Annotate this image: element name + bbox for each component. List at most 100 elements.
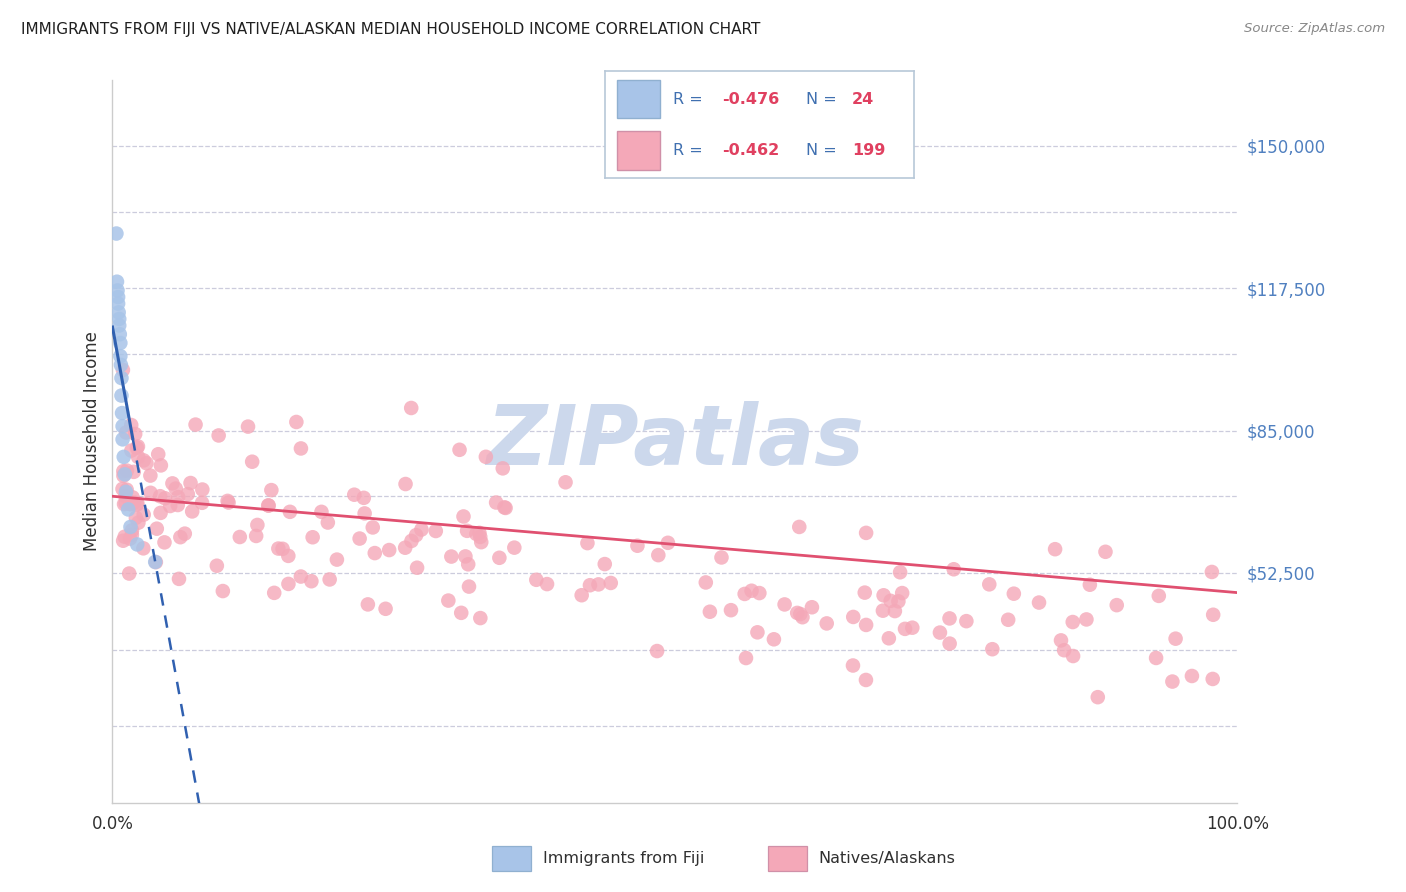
Point bbox=[107, 296, 129, 310]
Point bbox=[120, 417, 142, 432]
Point bbox=[872, 588, 894, 602]
Point bbox=[405, 528, 427, 542]
Point bbox=[485, 495, 508, 509]
Text: Immigrants from Fiji: Immigrants from Fiji bbox=[543, 851, 704, 866]
Point bbox=[271, 541, 294, 556]
Point bbox=[121, 524, 143, 538]
Point bbox=[165, 482, 187, 496]
Point bbox=[114, 496, 136, 510]
Point bbox=[105, 275, 128, 289]
Point bbox=[374, 602, 396, 616]
Point bbox=[1087, 690, 1109, 705]
Point bbox=[167, 572, 190, 586]
Point bbox=[153, 535, 176, 549]
Point bbox=[115, 425, 138, 440]
Point bbox=[217, 494, 239, 508]
Point bbox=[149, 489, 172, 503]
Point bbox=[942, 562, 965, 576]
Point bbox=[112, 468, 135, 483]
Point bbox=[149, 458, 172, 473]
Text: IMMIGRANTS FROM FIJI VS NATIVE/ALASKAN MEDIAN HOUSEHOLD INCOME CORRELATION CHART: IMMIGRANTS FROM FIJI VS NATIVE/ALASKAN M… bbox=[21, 22, 761, 37]
Point bbox=[112, 533, 135, 548]
Point bbox=[277, 577, 299, 591]
Point bbox=[792, 610, 814, 624]
Point bbox=[378, 543, 401, 558]
Point bbox=[599, 576, 621, 591]
Point bbox=[815, 616, 838, 631]
Point bbox=[191, 496, 214, 510]
Point bbox=[457, 558, 479, 572]
Point bbox=[576, 536, 599, 550]
Point bbox=[353, 507, 375, 521]
Point bbox=[492, 461, 515, 475]
Point bbox=[299, 574, 322, 589]
Point bbox=[117, 502, 139, 516]
Point bbox=[353, 491, 375, 505]
Point bbox=[503, 541, 526, 555]
Text: Natives/Alaskans: Natives/Alaskans bbox=[818, 851, 955, 866]
Point bbox=[278, 505, 301, 519]
Point bbox=[440, 549, 463, 564]
Point bbox=[257, 499, 280, 513]
Point bbox=[593, 557, 616, 571]
Text: Source: ZipAtlas.com: Source: ZipAtlas.com bbox=[1244, 22, 1385, 36]
Point bbox=[456, 524, 478, 538]
Point bbox=[301, 530, 323, 544]
Point bbox=[470, 535, 492, 549]
Point bbox=[488, 550, 510, 565]
Point bbox=[645, 644, 668, 658]
Point bbox=[318, 573, 340, 587]
Point bbox=[1053, 643, 1076, 657]
Point bbox=[626, 539, 648, 553]
Point bbox=[938, 637, 960, 651]
Point bbox=[938, 611, 960, 625]
Point bbox=[229, 530, 252, 544]
Point bbox=[110, 336, 132, 351]
Point bbox=[901, 621, 924, 635]
Point bbox=[1202, 672, 1225, 686]
Point bbox=[148, 447, 170, 461]
Point bbox=[720, 603, 742, 617]
Point bbox=[475, 450, 498, 464]
Point bbox=[267, 541, 290, 556]
Point bbox=[285, 415, 308, 429]
Point bbox=[787, 520, 810, 534]
Point bbox=[454, 549, 477, 564]
Point bbox=[114, 489, 136, 503]
Point bbox=[108, 312, 131, 326]
Point bbox=[449, 442, 471, 457]
Point bbox=[127, 450, 149, 464]
Point bbox=[411, 523, 433, 537]
Point bbox=[1076, 612, 1098, 626]
Point bbox=[695, 575, 717, 590]
Point bbox=[107, 290, 129, 304]
Point bbox=[741, 583, 763, 598]
Point bbox=[1161, 674, 1184, 689]
Point bbox=[114, 467, 136, 482]
Point bbox=[112, 497, 135, 511]
Point bbox=[145, 555, 167, 569]
Point bbox=[786, 606, 808, 620]
Text: ZIPatlas: ZIPatlas bbox=[486, 401, 863, 482]
Bar bbox=[768, 847, 807, 871]
Point bbox=[139, 485, 162, 500]
Point bbox=[162, 476, 184, 491]
Point bbox=[184, 417, 207, 432]
Point bbox=[1181, 669, 1204, 683]
Point bbox=[357, 598, 380, 612]
Point bbox=[108, 318, 131, 333]
Point bbox=[125, 510, 148, 524]
Point bbox=[1147, 589, 1170, 603]
Point bbox=[115, 484, 138, 499]
Point bbox=[110, 388, 132, 402]
Point bbox=[773, 598, 796, 612]
Point bbox=[167, 490, 190, 504]
Point bbox=[470, 611, 492, 625]
Text: N =: N = bbox=[806, 143, 842, 158]
Bar bbox=[617, 80, 661, 119]
Point bbox=[887, 594, 910, 608]
Point bbox=[236, 419, 259, 434]
Point bbox=[132, 541, 155, 556]
Point bbox=[112, 450, 135, 464]
Point bbox=[891, 586, 914, 600]
